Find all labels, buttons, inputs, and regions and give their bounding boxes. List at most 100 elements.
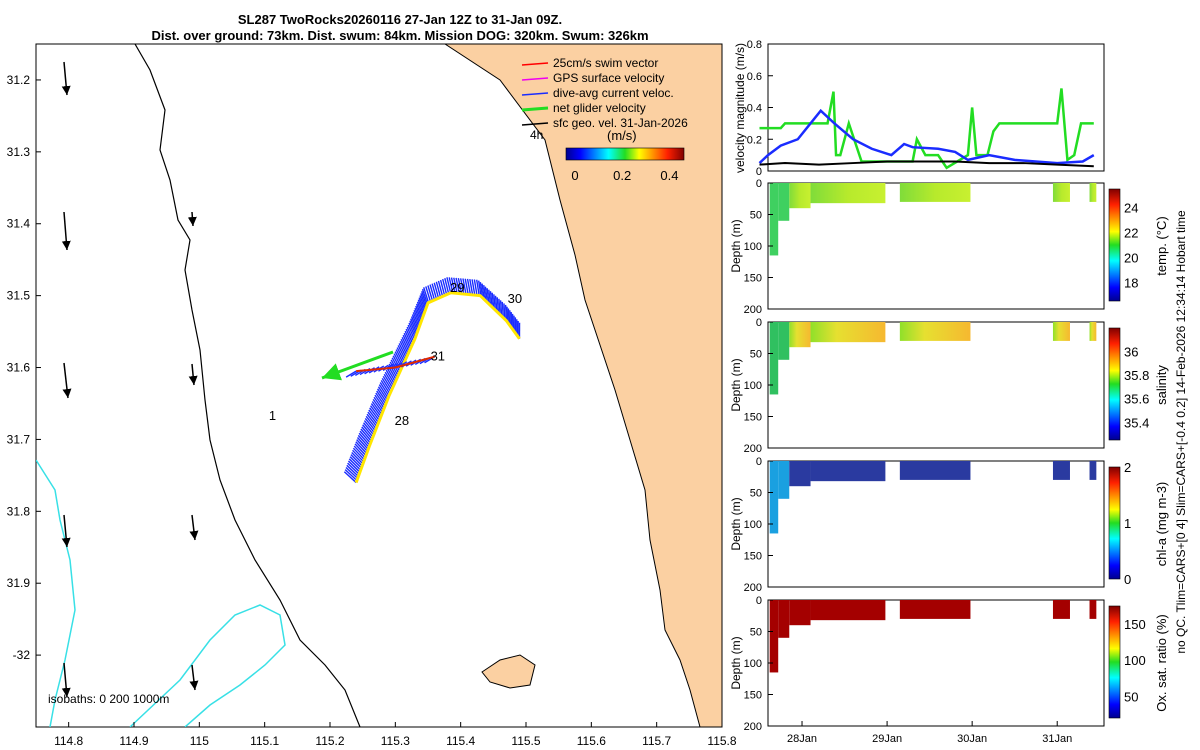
dive-avg-vector [360, 428, 372, 442]
dive-avg-vector [382, 375, 393, 391]
section-y-tick-label: 0 [756, 317, 762, 329]
vel-y-tick-label: 0.2 [747, 134, 762, 146]
vel-series-line [758, 108, 1095, 165]
colorbar-tick-label: 24 [1124, 201, 1138, 216]
dive-avg-vector [379, 382, 390, 397]
dive-avg-vector [383, 373, 394, 389]
dive-avg-vector [386, 367, 396, 383]
map-x-tick-label: 115.6 [577, 734, 606, 748]
colorbar-tick-label: 35.4 [1124, 415, 1149, 430]
time-tick-label: 29Jan [872, 733, 902, 745]
dive-avg-vector [469, 279, 474, 296]
dive-avg-vector [421, 291, 428, 307]
dive-avg-vector [363, 420, 376, 434]
geo-arrow [188, 363, 198, 386]
dive-avg-vector [370, 403, 382, 417]
dive-avg-vector [409, 320, 417, 336]
dive-avg-vector [457, 278, 463, 294]
colorbar-tick-label: 0.2 [613, 168, 631, 183]
dive-avg-vector [489, 291, 493, 308]
colorbar-tick-label: 50 [1124, 689, 1138, 704]
section-y-tick-label: 50 [750, 627, 762, 639]
section-y-tick-label: 0 [756, 595, 762, 607]
section-data-block [769, 322, 779, 395]
colorbar-tick-label: 2 [1124, 460, 1131, 475]
section-data-block [1052, 322, 1070, 341]
legend-label: 25cm/s swim vector [553, 56, 658, 70]
track-day-label: 29 [450, 280, 464, 295]
dive-avg-vector [348, 458, 362, 471]
section-ylabel: Depth (m) [729, 636, 743, 689]
dive-avg-vector [481, 283, 485, 300]
dive-avg-vector [493, 294, 497, 311]
geo-arrow [61, 662, 71, 698]
section-y-tick-label: 100 [744, 241, 762, 253]
section-y-tick-label: 0 [756, 178, 762, 190]
dive-avg-vector [444, 278, 450, 294]
dive-avg-vector [376, 390, 387, 405]
colorbar-tick-label: 18 [1124, 275, 1138, 290]
dive-avg-vector [404, 330, 413, 346]
section-data-block [778, 183, 790, 221]
dive-avg-vector [473, 279, 478, 296]
map-x-tick-label: 115 [190, 734, 209, 748]
section-data-block [1089, 461, 1097, 480]
dive-avg-vector [373, 396, 384, 411]
section-data-block [1089, 322, 1097, 341]
dive-avg-vector [494, 295, 498, 312]
colorbar-tick-label: 0 [1124, 572, 1131, 587]
dive-avg-vector [345, 370, 357, 378]
dive-avg-vector [421, 288, 429, 305]
dive-avg-vector [395, 349, 405, 365]
dive-avg-vector [405, 328, 414, 344]
dive-avg-vector [448, 277, 454, 294]
section-data-block [1052, 600, 1070, 619]
geo-arrow [62, 362, 72, 399]
map-y-tick-label: -32 [13, 648, 31, 662]
geo-arrow [187, 211, 197, 227]
section-y-tick-label: 100 [744, 380, 762, 392]
dive-avg-vector [439, 279, 446, 296]
map-x-tick-label: 115.4 [446, 734, 475, 748]
velocity-panel: 0 0.2 0.4 0.6 0.8 velocity magnitude (m/s) [733, 39, 1105, 178]
dive-avg-vector [374, 394, 385, 409]
time-tick-label: 28Jan [787, 733, 817, 745]
section-ylabel: Depth (m) [729, 358, 743, 411]
dive-avg-vector [496, 297, 500, 314]
dive-avg-vector [381, 378, 392, 393]
section-colorbar [1108, 327, 1121, 441]
map-x-tick-label: 115.1 [250, 734, 279, 748]
geo-arrow [189, 514, 199, 541]
dive-avg-vector [418, 297, 426, 313]
dive-avg-vector [389, 361, 399, 377]
section-data-block [778, 461, 790, 499]
dive-avg-vector [368, 409, 380, 424]
section-colorbar [1108, 605, 1121, 719]
dive-avg-vector [407, 324, 416, 340]
dive-avg-vector [385, 369, 396, 385]
dive-avg-vector [429, 284, 436, 301]
isobath-200m [134, 44, 361, 727]
track-day-label: 28 [395, 413, 409, 428]
section-data-block [789, 461, 811, 487]
dive-avg-vector [372, 398, 384, 413]
dive-avg-vector [442, 278, 448, 295]
dive-avg-vector [416, 301, 424, 318]
dive-avg-vector [437, 280, 444, 297]
dive-avg-vector [401, 336, 410, 353]
section-y-tick-label: 200 [744, 721, 762, 733]
dive-avg-vector [377, 386, 388, 401]
vel-y-tick-label: 0 [756, 166, 762, 178]
vel-y-tick-label: 0.6 [747, 71, 762, 83]
section-colorbar [1108, 188, 1121, 302]
dive-avg-vector [345, 466, 359, 479]
dive-avg-vector [380, 380, 391, 395]
dive-avg-vector [356, 437, 369, 450]
section-data-block [769, 461, 779, 534]
track-day-label: 30 [508, 291, 522, 306]
section-y-tick-label: 200 [744, 582, 762, 594]
track-day-label: 31 [431, 348, 445, 363]
dive-avg-vector [398, 343, 407, 359]
dive-avg-vector [351, 451, 364, 465]
dive-avg-vector [453, 277, 458, 294]
